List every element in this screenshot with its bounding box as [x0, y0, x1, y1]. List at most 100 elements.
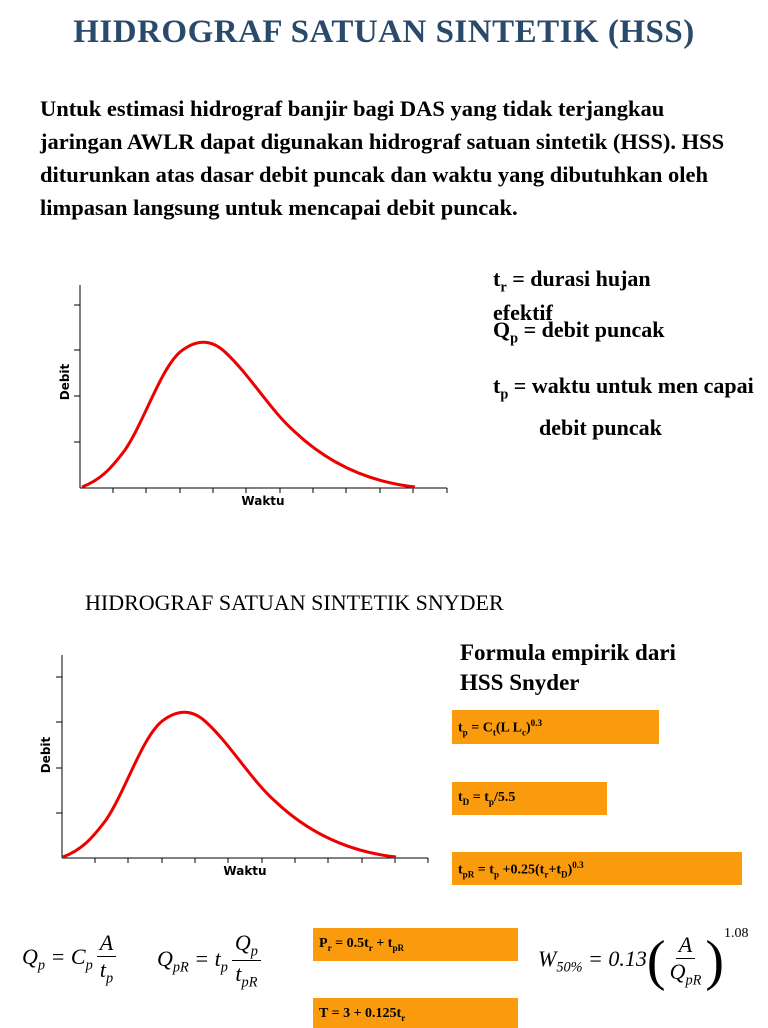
- text-run: Q: [669, 959, 686, 984]
- superscript: 0.3: [530, 718, 543, 728]
- text-run: t: [458, 720, 463, 736]
- subscript: p: [462, 727, 468, 738]
- text-run: t: [458, 862, 463, 878]
- hydrograph-curve: [62, 710, 397, 859]
- fraction: Qp tpR: [231, 930, 261, 992]
- axes: [56, 655, 429, 863]
- formula-box: tD = tp/5.5: [452, 782, 607, 815]
- formula-box: tp = Ct(L Lc)0.3: [452, 710, 659, 744]
- text-run: ): [567, 862, 573, 878]
- eq-lhs: Qp = Cp: [22, 944, 93, 974]
- denominator: tpR: [235, 961, 257, 991]
- subscript: p: [488, 796, 494, 807]
- denominator: QpR: [670, 959, 702, 989]
- y-label: Debit: [58, 363, 72, 400]
- intro: Untuk estimasi hidrograf banjir bagi DAS…: [40, 96, 725, 220]
- subscript: p: [510, 330, 519, 347]
- section-title: HIDROGRAF SATUAN SINTETIK SNYDER: [85, 590, 504, 615]
- text-run: W: [538, 945, 557, 971]
- text-run: A: [99, 930, 114, 955]
- subscript: pR: [462, 869, 475, 880]
- subscript: t: [492, 727, 496, 738]
- text-run: P: [319, 936, 328, 951]
- eq-lhs: QpR = tp: [157, 946, 228, 976]
- text-run: = debit puncak: [518, 317, 665, 342]
- text-run: = t: [469, 790, 489, 805]
- text-run: +0.25(t: [499, 862, 545, 878]
- text-run: +t: [548, 862, 561, 878]
- subscript: p: [220, 959, 228, 976]
- subscript: r: [500, 279, 507, 296]
- subscript: c: [521, 727, 526, 738]
- formula-box: T = 3 + 0.125tr: [313, 998, 518, 1028]
- numerator: A: [96, 930, 117, 957]
- title: HIDROGRAF SATUAN SINTETIK (HSS): [73, 14, 695, 50]
- definition: Qp = debit puncak: [493, 317, 665, 351]
- text-run: = C: [467, 720, 493, 736]
- subscript: D: [561, 869, 568, 880]
- text-run: = durasi hujan efektif: [493, 266, 651, 326]
- subscript: p: [85, 956, 93, 973]
- numerator: Qp: [231, 930, 261, 962]
- figure-2: Debit Waktu: [39, 655, 429, 878]
- equation: QpR = tp Qp tpR: [157, 930, 265, 992]
- superscript: 0.3: [572, 860, 584, 870]
- text-run: = waktu untuk men capai debit puncak: [508, 373, 754, 441]
- subscript: pR: [241, 974, 258, 991]
- subscript: r: [368, 942, 373, 953]
- text-run: ): [525, 720, 531, 736]
- text-run: = 0.13: [582, 945, 647, 971]
- subscript: r: [544, 869, 549, 880]
- subscript: p: [493, 869, 499, 880]
- subscript: p: [105, 970, 114, 987]
- subscript: pR: [685, 972, 702, 989]
- subscript: 50%: [556, 958, 583, 975]
- text-run: + t: [372, 936, 393, 951]
- text-run: Q: [234, 930, 251, 955]
- exponent: 1.08: [724, 926, 749, 941]
- figure-1: Debit Waktu: [58, 285, 448, 508]
- subscript: r: [401, 1012, 406, 1023]
- hydrograph-curve: [81, 340, 416, 489]
- subscript: p: [500, 386, 509, 403]
- subscript: r: [327, 942, 332, 953]
- subscript: D: [462, 796, 470, 807]
- formula-box: tpR = tp +0.25(tr+tD)0.3: [452, 852, 742, 885]
- text-run: t: [235, 961, 242, 987]
- text-run: t: [458, 790, 463, 805]
- y-label: Debit: [39, 736, 53, 773]
- text-run: = 0.5t: [331, 936, 369, 951]
- text-run: T = 3 + 0.125t: [319, 1006, 402, 1021]
- text-run: = t: [474, 862, 494, 878]
- definition: tp = waktu untuk men capai debit puncak: [493, 369, 768, 445]
- equation: W50% = 0.13 ( A QpR ) 1.08: [538, 926, 749, 992]
- numerator: A: [675, 932, 696, 959]
- eq-lhs: W50% = 0.13: [538, 946, 647, 976]
- subscript: pR: [392, 942, 405, 953]
- subscript: pR: [172, 959, 189, 976]
- text-run: = C: [45, 943, 86, 969]
- formula-box: Pr = 0.5tr + tpR: [313, 928, 518, 961]
- formula-heading: Formula empirik dari HSS Snyder: [460, 640, 676, 695]
- text-run: Q: [493, 317, 511, 342]
- axes: [74, 285, 448, 493]
- text-run: t: [493, 266, 501, 291]
- paren: ): [705, 929, 724, 992]
- subscript: p: [37, 956, 46, 973]
- x-label: Waktu: [241, 494, 284, 508]
- x-label: Waktu: [223, 864, 266, 878]
- text-run: t: [99, 957, 106, 982]
- text-run: t: [493, 373, 501, 398]
- text-run: A: [678, 932, 693, 957]
- text-run: = t: [188, 945, 221, 971]
- denominator: tp: [100, 957, 113, 987]
- text-run: Q: [22, 943, 38, 969]
- text-run: (L L: [495, 720, 522, 736]
- definition: tr = durasi hujan efektif: [493, 266, 693, 326]
- text-run: /5.5: [493, 790, 516, 805]
- paren: (: [646, 929, 666, 992]
- fraction: A QpR: [670, 932, 702, 989]
